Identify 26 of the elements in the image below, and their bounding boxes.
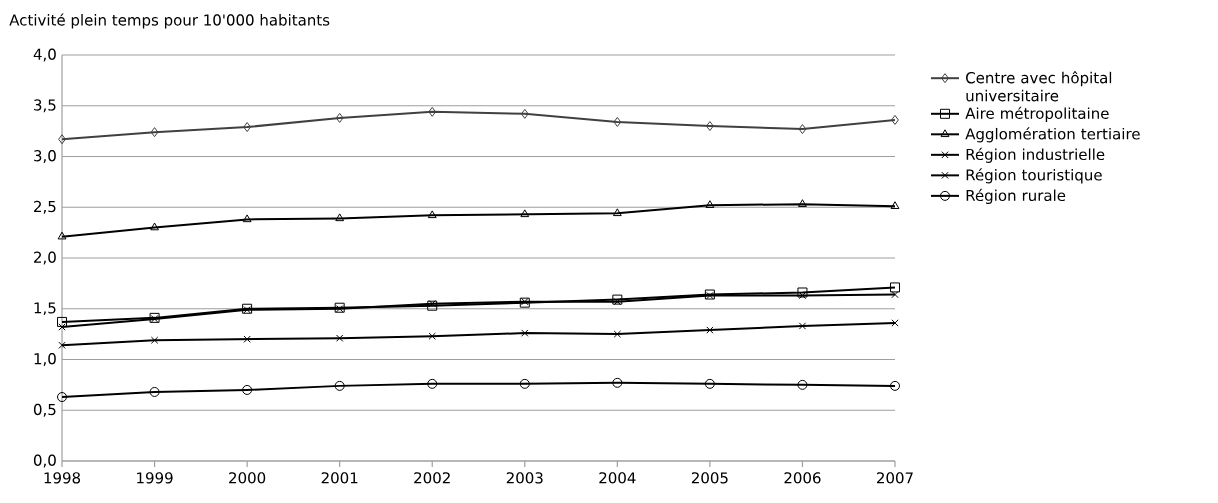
y-tick-label: 2,0 xyxy=(34,251,56,265)
y-tick-label: 1,5 xyxy=(34,302,56,316)
legend-label: Aire métropolitaine xyxy=(965,106,1109,122)
x-tick-label: 2001 xyxy=(321,472,358,484)
legend-label: Centre avec hôpital universitaire xyxy=(966,71,1112,102)
x-tick-label: 2000 xyxy=(229,472,266,484)
y-tick-label: 1,0 xyxy=(34,353,56,366)
legend-label: Région rurale xyxy=(966,188,1066,204)
x-tick-label: 2002 xyxy=(414,472,450,484)
x-tick-label: 1998 xyxy=(44,472,81,484)
legend-label: Région touristique xyxy=(966,168,1102,184)
y-tick-label: 3,0 xyxy=(34,150,56,163)
y-tick-label: 0,5 xyxy=(33,403,56,417)
y-tick-label: 3,5 xyxy=(34,99,56,113)
x-tick-label: 2007 xyxy=(877,472,913,484)
chart-title: Activité plein temps pour 10'000 habitants xyxy=(9,13,330,29)
legend-label: Région industrielle xyxy=(966,147,1105,163)
x-tick-label: 2005 xyxy=(691,472,728,484)
y-tick-label: 2,5 xyxy=(34,200,56,214)
x-tick-label: 2003 xyxy=(506,472,543,484)
x-tick-label: 2004 xyxy=(599,472,636,484)
y-tick-label: 4,0 xyxy=(33,48,56,62)
x-tick-label: 2006 xyxy=(784,472,821,484)
y-tick-label: 0,0 xyxy=(33,454,56,468)
legend-label: Agglomération tertiaire xyxy=(965,127,1140,143)
x-tick-label: 1999 xyxy=(137,472,173,484)
